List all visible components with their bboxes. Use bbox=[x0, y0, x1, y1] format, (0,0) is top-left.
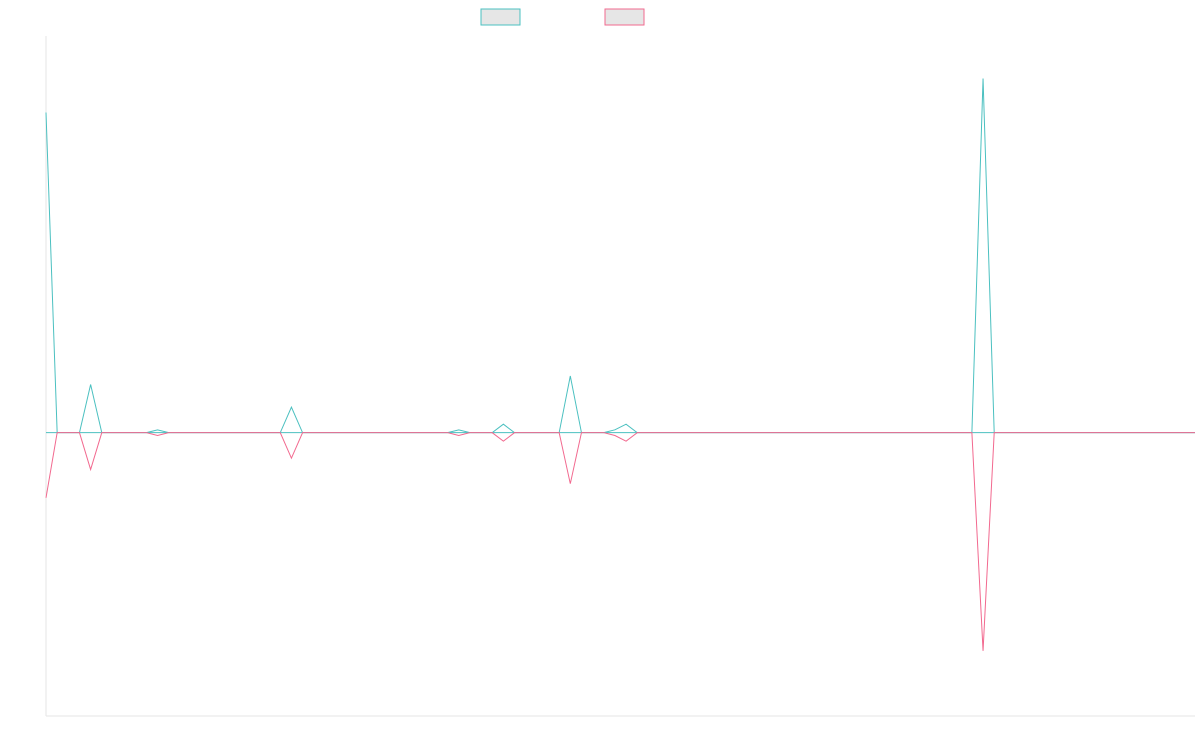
legend bbox=[480, 8, 645, 26]
legend-swatch-series-2[interactable] bbox=[604, 8, 645, 26]
series-line-1[interactable] bbox=[45, 78, 1195, 434]
legend-swatch-series-1[interactable] bbox=[480, 8, 521, 26]
series-line-2[interactable] bbox=[45, 432, 1195, 651]
plot-area bbox=[45, 78, 1195, 651]
